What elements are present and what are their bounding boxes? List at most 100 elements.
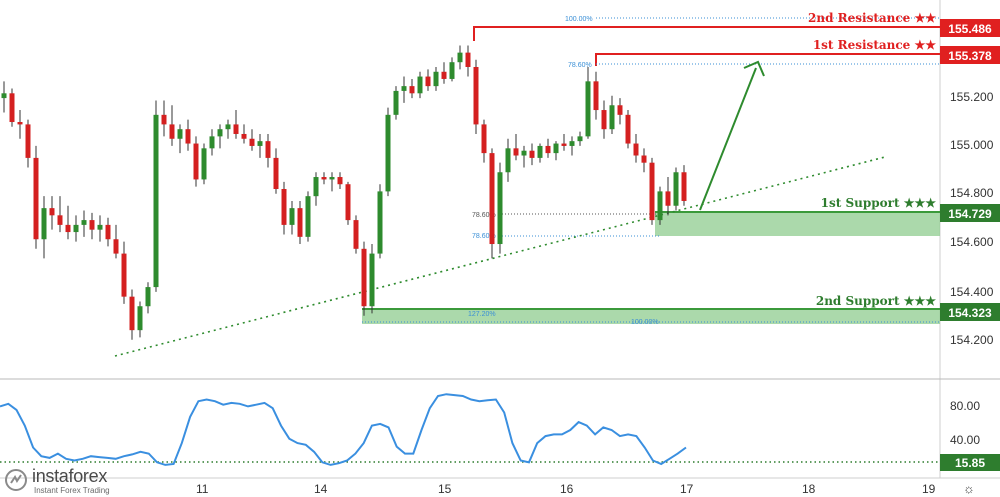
candle-down — [681, 172, 687, 201]
candle-down — [273, 157, 279, 189]
candle-up — [73, 224, 79, 233]
fib-label: 78.60% — [472, 212, 496, 219]
second-support-zone — [362, 309, 940, 324]
candle-up — [609, 105, 615, 130]
price-tick: 154.600 — [950, 235, 994, 249]
first-support-price-box — [940, 204, 1000, 222]
second-support-label: 2nd Support ★★★ — [816, 294, 936, 308]
time-tick: 18 — [802, 482, 816, 496]
candle-down — [473, 66, 479, 125]
candle-down — [297, 208, 303, 237]
candle-down — [625, 114, 631, 144]
time-tick: 14 — [314, 482, 328, 496]
candle-down — [561, 143, 567, 146]
oscillator-tick: 80.00 — [950, 399, 980, 413]
first-support-price: 154.729 — [948, 207, 992, 221]
candle-up — [81, 220, 87, 225]
candle-up — [505, 148, 511, 173]
candle-down — [25, 124, 31, 158]
first-resistance-price: 155.378 — [948, 49, 992, 63]
candle-down — [361, 248, 367, 307]
candle-up — [1, 93, 7, 99]
price-tick: 154.800 — [950, 186, 994, 200]
candle-up — [217, 129, 223, 137]
candle-down — [601, 110, 607, 130]
candle-down — [169, 124, 175, 139]
logo-icon — [5, 469, 27, 491]
candle-up — [289, 208, 295, 225]
candle-down — [345, 184, 351, 221]
candle-down — [89, 220, 95, 230]
candles-group — [1, 45, 687, 340]
second-resistance-label: 2nd Resistance ★★ — [808, 11, 936, 25]
candle-up — [521, 150, 527, 156]
candle-up — [369, 253, 375, 307]
candle-down — [617, 105, 623, 115]
candle-down — [113, 239, 119, 254]
candle-down — [593, 81, 599, 111]
fib-label: 78.60% — [568, 62, 592, 69]
candle-down — [353, 220, 359, 249]
projection-arrow — [699, 67, 757, 211]
candle-up — [257, 141, 263, 146]
oscillator-level-value: 15.85 — [955, 456, 985, 470]
candle-up — [433, 71, 439, 87]
fib-label: 127.20% — [468, 311, 496, 318]
candle-up — [673, 172, 679, 206]
time-tick: 17 — [680, 482, 694, 496]
candle-up — [585, 81, 591, 137]
candle-down — [121, 253, 127, 297]
candle-up — [385, 114, 391, 192]
candle-down — [49, 208, 55, 216]
logo-tagline: Instant Forex Trading — [34, 486, 110, 495]
oscillator-tick: 40.00 — [950, 433, 980, 447]
candle-up — [449, 62, 455, 79]
second-support-price-box — [940, 303, 1000, 321]
first-resistance-label: 1st Resistance ★★ — [813, 38, 936, 52]
candle-up — [137, 306, 143, 331]
candle-up — [145, 287, 151, 307]
time-tick: 15 — [438, 482, 452, 496]
instaforex-logo: instaforex Instant Forex Trading — [4, 466, 144, 496]
candle-down — [105, 224, 111, 240]
first-resistance-price-box — [940, 46, 1000, 64]
second-resistance-line — [473, 26, 940, 41]
candle-up — [97, 224, 103, 230]
candle-down — [545, 145, 551, 154]
candle-up — [201, 148, 207, 180]
candle-down — [65, 224, 71, 233]
candle-down — [665, 191, 671, 206]
candle-up — [177, 129, 183, 139]
candle-down — [265, 141, 271, 158]
settings-gear-icon[interactable]: ☼ — [963, 481, 975, 496]
candle-down — [233, 124, 239, 134]
oscillator-line — [0, 393, 687, 466]
first-resistance-line — [595, 53, 940, 66]
price-tick: 155.200 — [950, 90, 994, 104]
candle-down — [489, 153, 495, 245]
candle-up — [457, 52, 463, 63]
second-resistance-price-box — [940, 19, 1000, 37]
price-tick: 155.000 — [950, 138, 994, 152]
candle-up — [401, 86, 407, 91]
fib-label: 100.00% — [565, 16, 593, 23]
candle-down — [641, 155, 647, 163]
price-tick: 154.200 — [950, 333, 994, 347]
candle-down — [33, 157, 39, 240]
candle-down — [17, 122, 23, 125]
candle-down — [481, 124, 487, 154]
candle-up — [329, 177, 335, 180]
candle-up — [225, 124, 231, 130]
candle-up — [497, 172, 503, 245]
second-support-price: 154.323 — [948, 306, 992, 320]
candle-up — [305, 196, 311, 237]
candle-up — [313, 177, 319, 197]
first-support-zone — [655, 211, 940, 236]
candle-down — [129, 296, 135, 331]
first-support-label: 1st Support ★★★ — [821, 196, 937, 210]
time-tick: 11 — [196, 482, 209, 496]
fib-label: 78.60% — [472, 233, 496, 240]
candle-up — [553, 143, 559, 154]
projection-arrowhead — [743, 60, 765, 77]
